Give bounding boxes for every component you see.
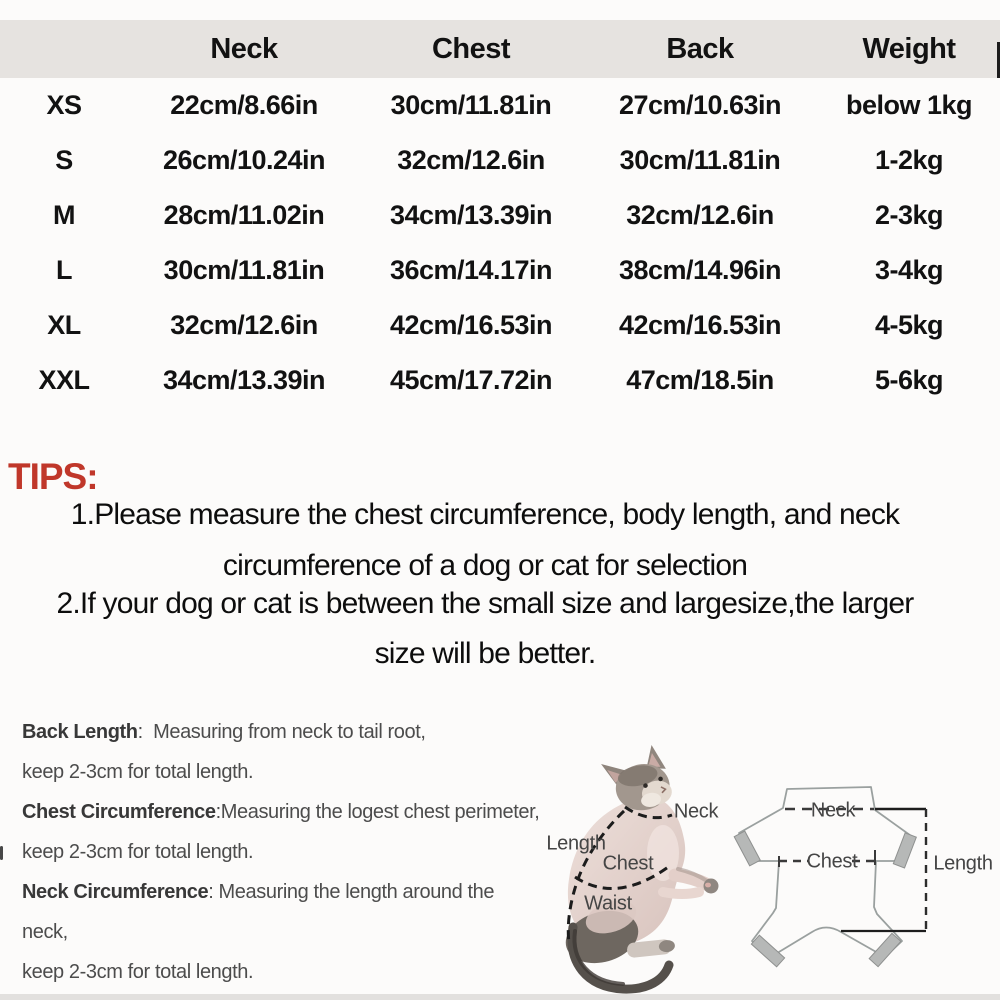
guide-item-continuation: keep 2-3cm for total length.	[22, 761, 254, 783]
chest-cell: 32cm/12.6in	[397, 145, 545, 175]
chest-cell: 42cm/16.53in	[389, 310, 553, 340]
back-cell: 32cm/12.6in	[626, 200, 774, 230]
weight-cell: 2-3kg	[874, 200, 944, 230]
back-cell: 38cm/14.96in	[618, 255, 782, 285]
cat-head	[601, 744, 672, 811]
neck-measure-line	[624, 805, 673, 820]
tips-heading: TIPS:	[8, 456, 99, 497]
size-cell: XS	[46, 90, 82, 120]
chest-measure-line	[574, 863, 672, 890]
back-cell: 27cm/10.63in	[618, 90, 782, 120]
bottom-edge-strip	[0, 994, 1000, 1000]
column-header-back: Back	[666, 32, 734, 65]
length-measure-line	[566, 809, 626, 944]
weight-cell: below 1kg	[845, 90, 973, 120]
cat-length-label: Length	[546, 832, 606, 855]
column-header-weight: Weight	[862, 32, 956, 65]
tip-line: 1.Please measure the chest circumference…	[70, 498, 900, 531]
size-cell: XL	[47, 310, 81, 340]
guide-item: Chest Circumference:Measuring the logest…	[22, 792, 542, 832]
weight-cell: 3-4kg	[874, 255, 944, 285]
column-header-chest: Chest	[431, 32, 511, 65]
chest-cell: 30cm/11.81in	[390, 90, 552, 120]
neck-cell: 34cm/13.39in	[162, 365, 326, 395]
table-row: XXL 34cm/13.39in 45cm/17.72in 47cm/18.5i…	[0, 353, 1000, 408]
weight-cell: 4-5kg	[874, 310, 944, 340]
weight-cell: 1-2kg	[874, 145, 944, 175]
size-cell: XXL	[38, 365, 90, 395]
tip-line: 2.If your dog or cat is between the smal…	[56, 587, 914, 620]
cat-measure-lines	[566, 805, 673, 944]
cat-tail	[567, 922, 674, 994]
weight-cell: 5-6kg	[874, 365, 944, 395]
guide-item: Neck Circumference: Measuring the length…	[22, 872, 542, 952]
garment-pattern-diagram	[733, 786, 928, 968]
table-row: XL 32cm/12.6in 42cm/16.53in 42cm/16.53in…	[0, 298, 1000, 353]
size-cell: S	[55, 145, 73, 175]
guide-item-continuation: keep 2-3cm for total length.	[22, 961, 254, 983]
left-edge-artifact	[0, 846, 3, 860]
right-edge-artifact	[997, 42, 1000, 78]
chest-cell: 34cm/13.39in	[389, 200, 553, 230]
table-row: L 30cm/11.81in 36cm/14.17in 38cm/14.96in…	[0, 243, 1000, 298]
table-row: M 28cm/11.02in 34cm/13.39in 32cm/12.6in …	[0, 188, 1000, 243]
guide-item-label: Neck Circumference	[22, 881, 209, 903]
cat-neck-label: Neck	[673, 800, 719, 823]
chest-cell: 45cm/17.72in	[389, 365, 553, 395]
back-cell: 30cm/11.81in	[619, 145, 781, 175]
guide-item-continuation: keep 2-3cm for total length.	[22, 841, 254, 863]
cat-illustration	[565, 744, 719, 994]
table-row: S 26cm/10.24in 32cm/12.6in 30cm/11.81in …	[0, 133, 1000, 188]
column-header-size	[0, 20, 128, 78]
neck-cell: 26cm/10.24in	[162, 145, 326, 175]
guide-item-label: Back Length	[22, 721, 138, 743]
neck-cell: 22cm/8.66in	[170, 90, 318, 120]
cat-chest-label: Chest	[602, 852, 654, 875]
cat-paw	[703, 878, 719, 894]
garment-outline	[738, 786, 915, 959]
size-cell: L	[56, 255, 73, 285]
neck-cell: 30cm/11.81in	[163, 255, 325, 285]
table-header-row: Neck Chest Back Weight	[0, 20, 1000, 78]
back-cell: 47cm/18.5in	[626, 365, 774, 395]
guide-item-text: : Measuring from neck to tail root,	[137, 721, 426, 743]
guide-item-text: : Measuring the length around the neck,	[22, 881, 495, 943]
guide-item-label: Chest Circumference	[22, 801, 216, 823]
tip-line: circumference of a dog or cat for select…	[222, 549, 748, 582]
guide-item: Back Length: Measuring from neck to tail…	[22, 712, 542, 752]
column-header-neck: Neck	[210, 32, 278, 65]
guide-item-text: :Measuring the logest chest perimeter,	[215, 801, 540, 823]
garment-cuffs	[733, 830, 917, 968]
measuring-guide: Back Length: Measuring from neck to tail…	[22, 712, 542, 992]
garment-neck-label: Neck	[810, 799, 856, 822]
table-row: XS 22cm/8.66in 30cm/11.81in 27cm/10.63in…	[0, 78, 1000, 133]
garment-chest-label: Chest	[806, 850, 858, 873]
size-cell: M	[53, 200, 76, 230]
cat-hind-foot	[627, 939, 675, 958]
neck-cell: 32cm/12.6in	[170, 310, 318, 340]
back-cell: 42cm/16.53in	[618, 310, 782, 340]
chest-cell: 36cm/14.17in	[389, 255, 553, 285]
neck-cell: 28cm/11.02in	[163, 200, 325, 230]
cat-waist-label: Waist	[584, 892, 632, 915]
tip-line: size will be better.	[374, 637, 597, 670]
garment-length-label: Length	[933, 852, 993, 875]
garment-measure-lines	[778, 807, 928, 933]
